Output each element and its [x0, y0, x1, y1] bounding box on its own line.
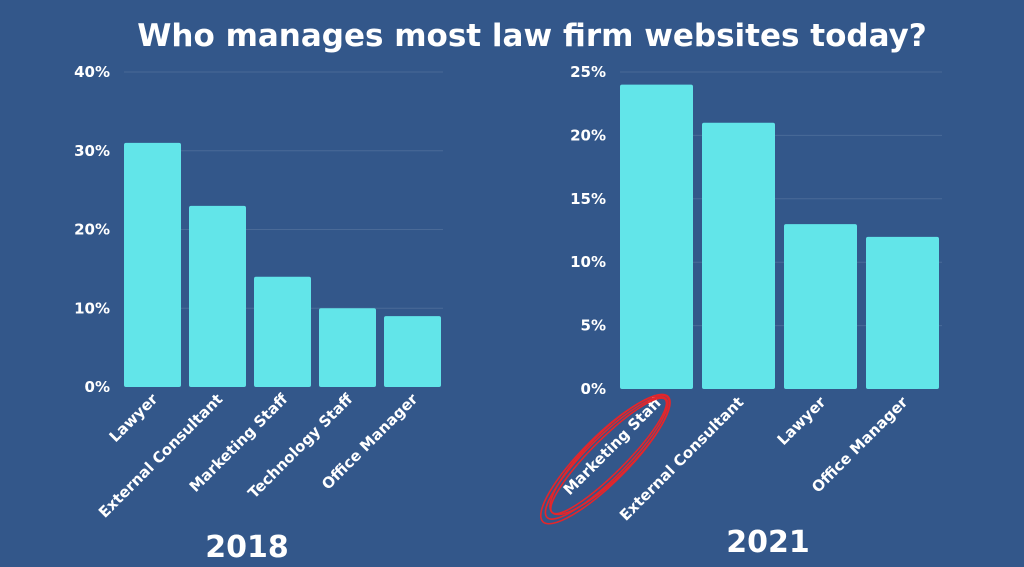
y-tick-label: 25%: [570, 63, 606, 81]
y-tick-label: 5%: [581, 317, 606, 335]
highlight-stroke: [549, 393, 671, 516]
x-tick-label: Lawyer: [774, 393, 830, 449]
highlight-circle: [539, 393, 671, 525]
bar: [189, 205, 246, 387]
bar: [319, 308, 376, 387]
x-tick-label: Lawyer: [106, 390, 162, 446]
bar: [866, 236, 939, 389]
y-tick-label: 40%: [74, 63, 110, 81]
chart-year-label: 2021: [726, 525, 810, 560]
y-tick-label: 30%: [74, 142, 110, 160]
bar: [124, 142, 181, 387]
y-tick-label: 0%: [581, 380, 606, 398]
bar: [620, 84, 693, 390]
bar: [254, 276, 311, 387]
chart-title: Who manages most law firm websites today…: [137, 18, 927, 54]
highlight-stroke: [539, 394, 671, 525]
chart-2021: 0%5%10%15%20%25%Marketing StaffExternal …: [539, 63, 942, 560]
y-tick-label: 20%: [570, 126, 606, 144]
y-tick-label: 15%: [570, 190, 606, 208]
x-tick-label: External Consultant: [95, 390, 226, 521]
y-tick-label: 10%: [570, 253, 606, 271]
bar: [702, 122, 775, 389]
y-tick-label: 10%: [74, 299, 110, 317]
highlight-stroke: [544, 396, 669, 520]
y-tick-label: 0%: [85, 378, 110, 396]
y-tick-label: 20%: [74, 221, 110, 239]
chart-year-label: 2018: [205, 530, 289, 565]
bar: [784, 224, 857, 389]
bar: [384, 316, 441, 387]
